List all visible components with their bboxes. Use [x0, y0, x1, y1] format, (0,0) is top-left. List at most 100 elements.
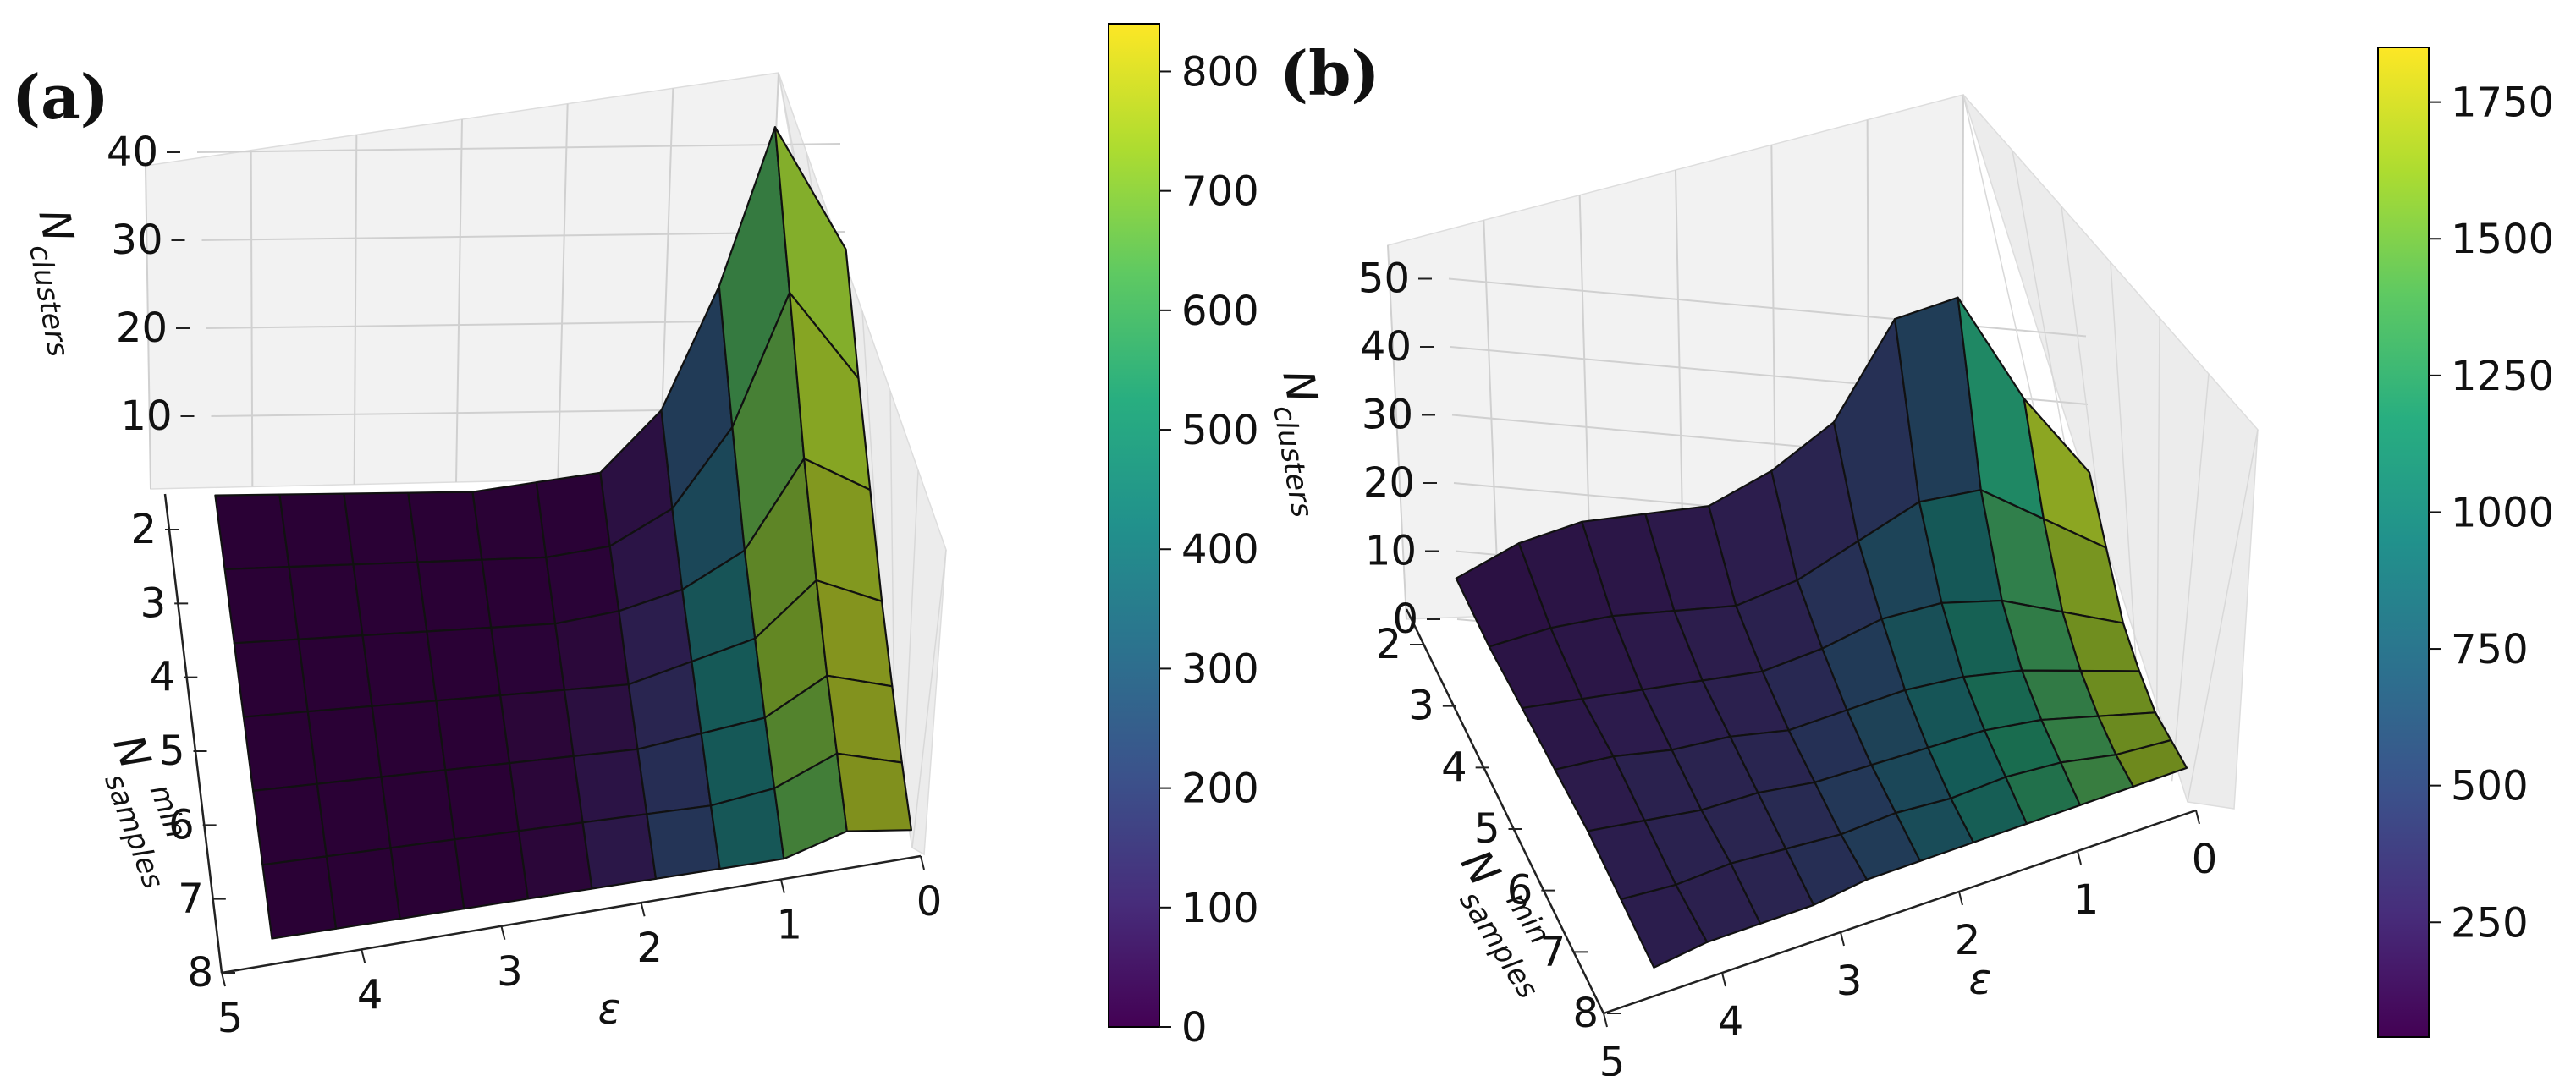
- panel-b-z-axis-label-sub: clusters: [1266, 403, 1319, 519]
- panel-a-surface-patch: [297, 634, 373, 713]
- panel-a-gridline: [911, 549, 947, 848]
- panel-a-surface-patch: [325, 847, 401, 930]
- panel-a-y-tick-label: 6: [168, 801, 195, 848]
- panel-b-z-tick-label: 0: [1392, 596, 1418, 643]
- panel-a-surface-patch: [278, 492, 355, 568]
- panel-b-y-tick-label: 2: [1375, 621, 1401, 668]
- panel-b-gridline: [2187, 429, 2259, 803]
- panel-a-label: (a): [12, 61, 109, 133]
- panel-a-x-tick-label: 1: [777, 902, 803, 949]
- panel-a-surface-patch: [490, 623, 566, 697]
- panel-a-gridline: [145, 165, 151, 490]
- panel-b-axes: [1405, 608, 2197, 1015]
- panel-a-x-tick-mark: [640, 902, 646, 917]
- panel-a-surface-patch: [242, 711, 318, 793]
- panel-a-surface-patch: [371, 700, 447, 778]
- colorbar-b-ticks: 250 500 750 1000 1250 1500 1750: [2429, 80, 2554, 947]
- panel-b-z-tick-label: 30: [1362, 392, 1413, 439]
- colorbar-b-gradient: [2377, 47, 2430, 1038]
- panel-a-surface-patch: [508, 755, 584, 832]
- panel-a-surface-patch: [454, 830, 530, 910]
- panel-a-surface-patch: [481, 556, 557, 629]
- panel-b-surface-patch: [2115, 738, 2188, 788]
- panel-a-gridline: [557, 103, 569, 480]
- panel-a-surface-patch: [416, 558, 493, 633]
- panel-a-surface-patch: [426, 626, 502, 702]
- panel-a-surface-patch: [214, 493, 290, 571]
- panel-b-y-tick-label: 8: [1572, 990, 1599, 1037]
- panel-b-z-tick-label: 20: [1363, 459, 1415, 507]
- panel-b-x-tick-label: 5: [1599, 1039, 1626, 1076]
- colorbar-a-tick-label: 0: [1181, 1004, 1208, 1051]
- panel-b-gridline: [2155, 317, 2160, 760]
- panel-a-surface-patch: [252, 782, 328, 866]
- panel-a-surface-patch: [389, 838, 465, 920]
- panel-b-y-tick-label: 3: [1408, 683, 1434, 730]
- panel-a-x-axis-label: ε: [597, 985, 620, 1034]
- panel-b-z-tick-label: 10: [1365, 528, 1417, 575]
- panel-a-gridline: [196, 143, 841, 153]
- panel-b-gridline: [1387, 244, 1407, 620]
- panel-a-y-tick-label: 8: [187, 949, 213, 996]
- panel-a-eps-axis: [221, 854, 922, 974]
- panel-a-gridline: [902, 469, 919, 789]
- panel-a-y-axis-label-main: N: [103, 729, 160, 776]
- panel-a-surface-patch: [553, 610, 630, 691]
- panel-a-x-tick-mark: [779, 879, 785, 893]
- panel-b-gridline: [2171, 373, 2210, 782]
- panel-a-surface-patch: [535, 471, 611, 559]
- panel-a-x-tick-label: 0: [916, 878, 943, 925]
- panel-a-surface-patch: [306, 705, 383, 785]
- colorbar-a-tick-label: 400: [1181, 526, 1259, 574]
- colorbar-a-ticks: 0 100 200 300 400 500 600 700 800: [1159, 48, 1259, 1051]
- panel-b-x-tick-mark: [1958, 891, 1963, 906]
- panel-a-min-samples-axis: [163, 493, 223, 974]
- panel-a-x-tick-label: 5: [217, 995, 244, 1042]
- panel-a-y-tick-label: 3: [140, 579, 167, 627]
- colorbar-a-tick-label: 800: [1181, 48, 1259, 96]
- panel-a-surface-patch: [343, 491, 419, 566]
- panel-b-y-tick-label: 6: [1507, 867, 1533, 914]
- panel-b-y-tick-label: 7: [1540, 928, 1566, 975]
- panel-a-surface-patch: [636, 732, 713, 815]
- panel-a-surface-patch: [835, 752, 913, 832]
- panel-a-surface: [214, 126, 913, 940]
- panel-a-surface-patch: [581, 813, 658, 890]
- panel-a-surface-patch: [361, 630, 438, 707]
- panel-a-x-tick-mark: [361, 949, 366, 963]
- panel-b-x-tick-mark: [1840, 931, 1845, 947]
- panel-b-x-tick-label: 2: [1955, 917, 1981, 964]
- panel-a-surface-patch: [499, 689, 575, 765]
- panel-a-surface-patch: [233, 638, 309, 718]
- panel-a-surface-patch: [471, 481, 548, 561]
- panel-b-x-tick-label: 1: [2073, 876, 2100, 924]
- panel-b-x-tick-mark: [2195, 810, 2200, 825]
- colorbar-a-tick-label: 300: [1181, 645, 1259, 693]
- panel-b-min-samples-axis: [1405, 608, 1605, 1014]
- colorbar-b-tick-label: 1000: [2451, 489, 2554, 536]
- panel-b-gridline: [1448, 277, 2087, 338]
- panel-b-x-tick-mark: [2077, 850, 2082, 865]
- panel-b-z-tick-label: 40: [1360, 323, 1412, 371]
- panel-b-x-tick-mark: [1603, 1013, 1608, 1028]
- panel-a-axes: [163, 493, 922, 974]
- panel-a-surface-patch: [352, 561, 428, 637]
- panel-b: 234567854321001020304050εNminsamplesNclu…: [1266, 37, 2259, 1076]
- colorbar-a-gradient: [1108, 23, 1160, 1028]
- colorbar-b-tick-label: 1250: [2451, 353, 2554, 400]
- panel-a-x-tick-label: 2: [636, 925, 663, 972]
- panel-a-surface-patch: [380, 769, 456, 849]
- panel-a-z-tick-label: 10: [120, 393, 172, 440]
- panel-a-surface-patch: [223, 565, 300, 645]
- colorbar-b-tick-label: 500: [2451, 763, 2529, 810]
- panel-a-x-tick-label: 3: [497, 948, 523, 996]
- panel-a-gridline: [455, 118, 463, 483]
- panel-a-surface-patch: [261, 855, 338, 940]
- panel-a-gridline: [889, 390, 895, 731]
- panel-a-z-tick-label: 20: [116, 305, 168, 352]
- panel-a-surface-patch: [444, 761, 520, 841]
- panel-a-x-tick-mark: [500, 925, 506, 941]
- colorbar-a-tick-label: 100: [1181, 885, 1259, 932]
- panel-a-x-tick-mark: [221, 972, 226, 987]
